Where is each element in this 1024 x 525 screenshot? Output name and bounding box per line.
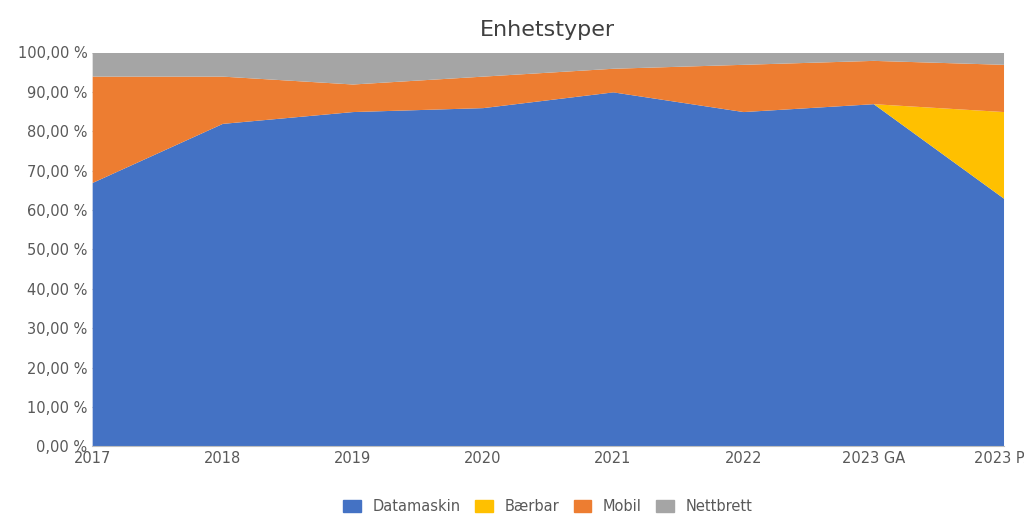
Legend: Datamaskin, Bærbar, Mobil, Nettbrett: Datamaskin, Bærbar, Mobil, Nettbrett: [338, 493, 758, 520]
Title: Enhetstyper: Enhetstyper: [480, 20, 615, 40]
